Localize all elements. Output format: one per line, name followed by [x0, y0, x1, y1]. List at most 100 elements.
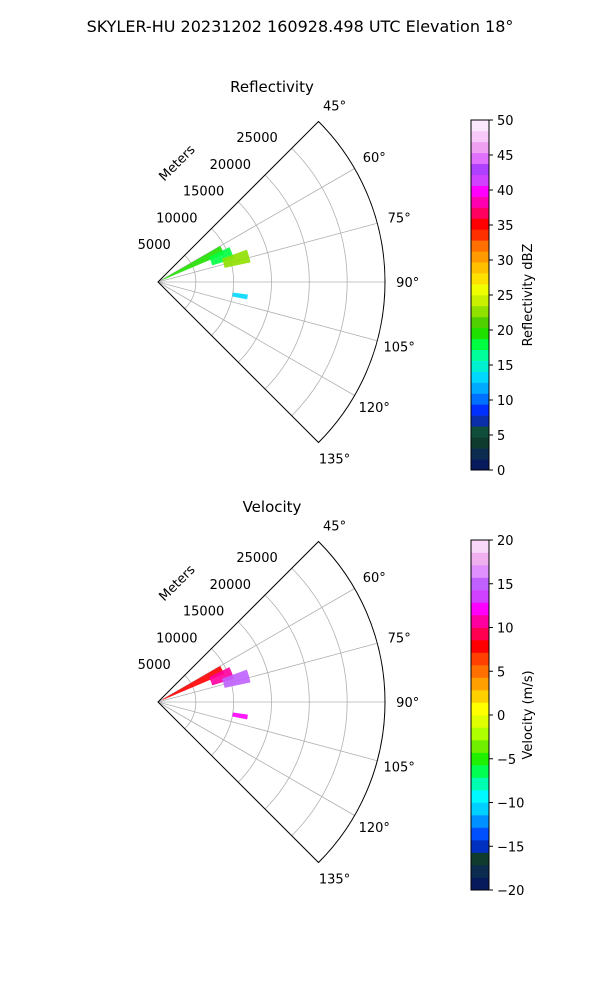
velocity-colorbar: −20 −15 −10 −5 0 5 10 15 20 Velocity (m/s): [470, 534, 536, 899]
azimuth-spoke: [157, 281, 378, 342]
colorbar-tick-label: 10: [497, 622, 514, 637]
colorbar-swatch: [471, 777, 489, 791]
colorbar-swatch: [471, 877, 489, 891]
colorbar-tick-label: 0: [497, 464, 505, 479]
colorbar-swatch: [471, 229, 489, 241]
colorbar-swatch: [471, 765, 489, 778]
colorbar-swatch: [471, 262, 489, 274]
velocity-panel: Velocity 5000 10000 15000 20000 25000 Meters 45…: [138, 498, 536, 899]
reflectivity-plot: Reflectivity 5000 10000 15000 20000 25000 Mete…: [138, 78, 420, 468]
sector-outline: [157, 540, 386, 864]
azimuth-tick-label: 135°: [319, 453, 350, 468]
radial-tick-label: 5000: [138, 238, 171, 253]
colorbar-label: Reflectivity dBZ: [521, 244, 536, 347]
azimuth-tick-label: 120°: [359, 401, 390, 416]
azimuth-tick-label: 60°: [363, 571, 386, 586]
colorbar-swatch: [471, 120, 489, 132]
colorbar-swatch: [471, 316, 489, 329]
colorbar-swatch: [471, 196, 489, 208]
azimuth-tick-label: 75°: [388, 211, 411, 226]
radial-axis-label: Meters: [157, 142, 199, 184]
radial-tick-label: 20000: [210, 578, 251, 593]
colorbar-swatch: [471, 273, 489, 285]
radial-tick-label: 10000: [156, 631, 197, 646]
azimuth-spoke: [157, 588, 355, 703]
colorbar-swatch: [471, 740, 489, 753]
colorbar-swatch: [471, 404, 489, 416]
colorbar-swatch: [471, 305, 489, 318]
colorbar-tick-label: 25: [497, 289, 514, 304]
colorbar-swatch: [471, 371, 489, 383]
colorbar-swatch: [471, 437, 489, 449]
echo-region: [162, 246, 225, 280]
colorbar-swatch: [471, 865, 489, 878]
colorbar-swatch: [471, 338, 489, 350]
radial-tick-label: 10000: [156, 211, 197, 226]
colorbar-tick-label: 40: [497, 184, 514, 199]
colorbar-swatch: [471, 459, 489, 471]
radial-tick-label: 25000: [236, 551, 277, 566]
colorbar-tick-label: −20: [497, 884, 524, 899]
colorbar-swatch: [471, 415, 489, 427]
velocity-plot: Velocity 5000 10000 15000 20000 25000 Meters 45…: [138, 498, 420, 888]
azimuth-tick-label: 45°: [323, 519, 346, 534]
sector-outline: [157, 120, 386, 444]
reflectivity-panel: Reflectivity 5000 10000 15000 20000 25000 Mete…: [138, 78, 536, 479]
colorbar-swatch: [471, 327, 489, 340]
colorbar-tick-label: −5: [497, 753, 516, 768]
reflectivity-colorbar: 0 5 10 15 20 25 30 35 40 45 50 Reflectivity dBZ: [470, 114, 536, 479]
colorbar-swatch: [471, 727, 489, 741]
colorbar-tick-label: 50: [497, 114, 514, 129]
colorbar-swatch: [471, 448, 489, 460]
colorbar-swatch: [471, 852, 489, 866]
colorbar-tick-label: 20: [497, 534, 514, 549]
radial-tick-label: 5000: [138, 658, 171, 673]
colorbar-swatch: [471, 715, 489, 728]
colorbar-swatch: [471, 827, 489, 841]
colorbar-tick-label: 15: [497, 578, 514, 593]
colorbar-swatch: [471, 690, 489, 703]
colorbar-swatch: [471, 615, 489, 628]
radial-tick-label: 20000: [210, 158, 251, 173]
colorbar-swatch: [471, 349, 489, 361]
colorbar-swatch: [471, 251, 489, 263]
colorbar-swatch: [471, 426, 489, 438]
colorbar-swatch: [471, 790, 489, 803]
colorbar-swatch: [471, 752, 489, 766]
colorbar-tick-label: 35: [497, 219, 514, 234]
colorbar-tick-label: 15: [497, 359, 514, 374]
echo-region: [221, 249, 251, 268]
azimuth-tick-label: 75°: [388, 631, 411, 646]
colorbar-swatch: [471, 141, 489, 154]
azimuth-tick-label: 45°: [323, 99, 346, 114]
radial-axis-label: Meters: [157, 562, 199, 604]
colorbar-swatch: [471, 207, 489, 219]
colorbar-swatch: [471, 702, 489, 716]
colorbar-swatch: [471, 185, 489, 197]
azimuth-tick-label: 60°: [363, 151, 386, 166]
figure-title: SKYLER-HU 20231202 160928.498 UTC Elevat…: [87, 17, 514, 36]
colorbar-swatch: [471, 627, 489, 641]
azimuth-tick-label: 90°: [396, 696, 419, 711]
echo-region: [162, 666, 225, 700]
colorbar-swatch: [471, 640, 489, 653]
colorbar-swatch: [471, 295, 489, 307]
colorbar-swatch: [471, 393, 489, 405]
colorbar-swatch: [471, 577, 489, 591]
azimuth-spoke: [157, 222, 378, 283]
colorbar-swatch: [471, 163, 489, 175]
colorbar-swatch: [471, 840, 489, 853]
colorbar-label: Velocity (m/s): [521, 670, 536, 759]
panel-title: Reflectivity: [230, 78, 314, 96]
colorbar-swatch: [471, 602, 489, 616]
azimuth-tick-label: 105°: [384, 341, 415, 356]
colorbar-swatch: [471, 552, 489, 566]
azimuth-spoke: [157, 642, 378, 703]
colorbar-swatch: [471, 590, 489, 603]
colorbar-tick-label: 20: [497, 324, 514, 339]
colorbar-tick-label: 30: [497, 254, 514, 269]
colorbar-swatch: [471, 565, 489, 578]
colorbar-tick-label: −10: [497, 797, 524, 812]
colorbar-tick-label: 0: [497, 709, 505, 724]
